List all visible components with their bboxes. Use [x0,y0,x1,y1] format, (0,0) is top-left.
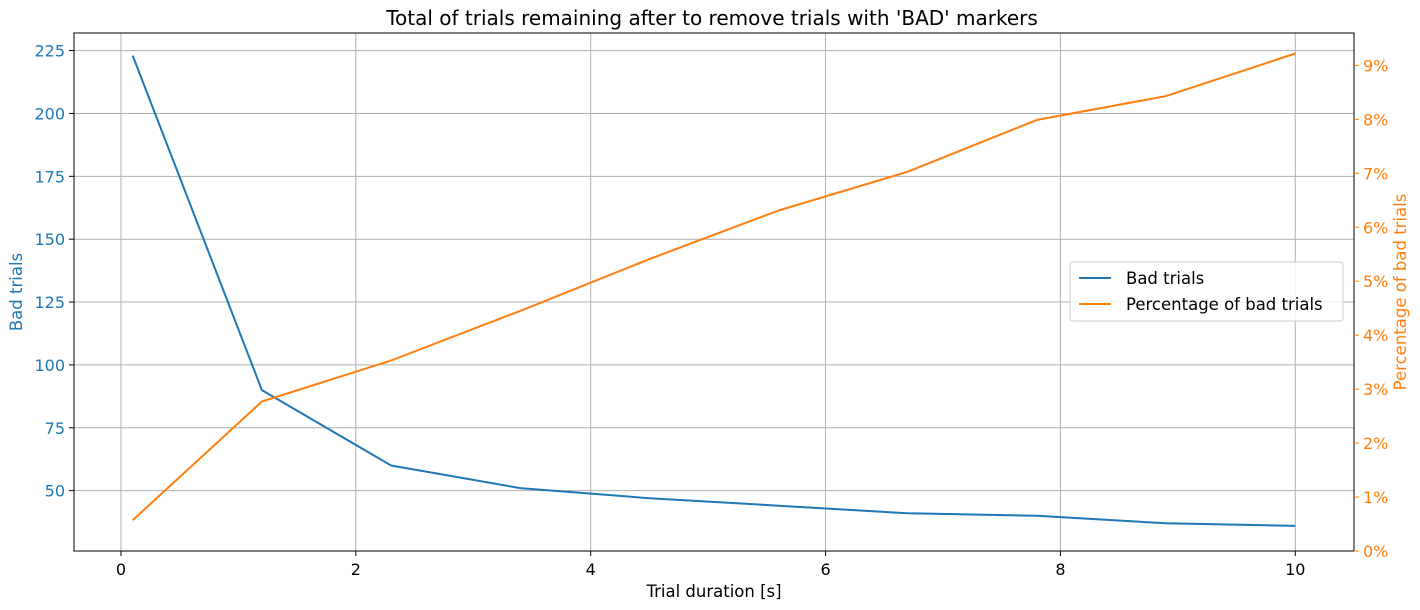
plot-frame [73,32,1355,552]
y-left-tick-label: 175 [34,167,65,186]
y-right-tick-label: 5% [1363,272,1388,291]
x-axis-label: Trial duration [s] [645,582,781,601]
y-right-tick-label: 0% [1363,542,1388,561]
series-line-percentage [132,52,1296,521]
y-right-axis-label: Percentage of bad trials [1391,194,1410,391]
series-layer [131,52,1296,527]
x-tick-label: 6 [820,560,830,579]
x-tick-label: 4 [586,560,596,579]
y-right-axis-ticks: 0% 1% 2% 3% 4% 5% 6% 7% 8% 9% [1354,56,1388,561]
x-axis-ticks: 0 2 4 6 8 10 [116,551,1305,579]
y-left-tick-label: 125 [34,293,65,312]
y-right-tick-label: 4% [1363,326,1388,345]
y-right-tick-label: 2% [1363,434,1388,453]
y-left-axis-label: Bad trials [7,253,26,331]
y-left-tick-label: 150 [34,230,65,249]
y-left-tick-label: 200 [34,104,65,123]
x-tick-label: 2 [351,560,361,579]
chart-title: Total of trials remaining after to remov… [385,6,1038,30]
y-left-tick-label: 75 [45,419,65,438]
y-left-tick-label: 50 [45,482,65,501]
legend-box [1069,261,1344,322]
y-right-tick-label: 7% [1363,164,1388,183]
y-right-tick-label: 8% [1363,110,1388,129]
y-right-tick-label: 9% [1363,56,1388,75]
y-left-tick-label: 100 [34,356,65,375]
series-line-bad-trials [131,55,1296,527]
x-tick-label: 10 [1285,560,1305,579]
legend-label-bad-trials: Bad trials [1126,269,1204,288]
y-right-tick-label: 6% [1363,218,1388,237]
x-tick-label: 0 [116,560,126,579]
legend-label-percentage: Percentage of bad trials [1126,295,1323,314]
legend: Bad trials Percentage of bad trials [1069,261,1344,322]
x-tick-label: 8 [1055,560,1065,579]
y-left-tick-label: 225 [34,42,65,61]
y-left-axis-ticks: 50 75 100 125 150 175 200 225 [34,42,74,501]
y-right-tick-label: 1% [1363,488,1388,507]
y-right-tick-label: 3% [1363,380,1388,399]
